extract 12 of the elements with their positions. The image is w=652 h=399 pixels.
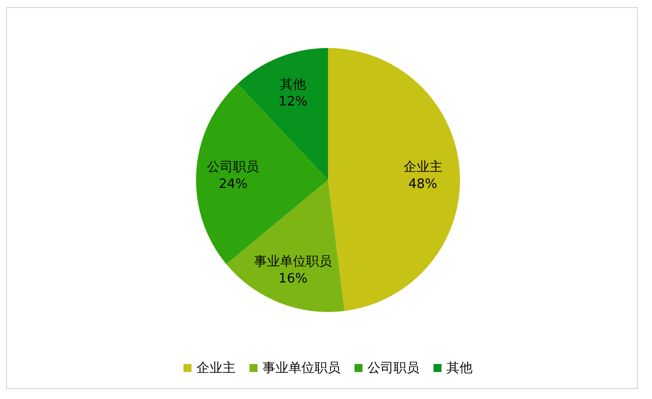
slice-label: 公司职员 bbox=[207, 160, 260, 176]
slice-label: 其他 bbox=[280, 78, 306, 93]
data-label: 16% bbox=[278, 271, 308, 286]
data-label: 24% bbox=[218, 177, 248, 192]
legend-label: 公司职员 bbox=[368, 361, 420, 376]
slice-label: 事业单位职员 bbox=[254, 254, 332, 270]
legend-label: 企业主 bbox=[196, 360, 236, 376]
data-label: 48% bbox=[408, 177, 438, 192]
slice-label: 企业主 bbox=[403, 159, 442, 176]
legend-label: 事业单位职员 bbox=[262, 361, 340, 376]
legend-label: 其他 bbox=[446, 361, 472, 376]
data-label: 12% bbox=[278, 94, 308, 110]
